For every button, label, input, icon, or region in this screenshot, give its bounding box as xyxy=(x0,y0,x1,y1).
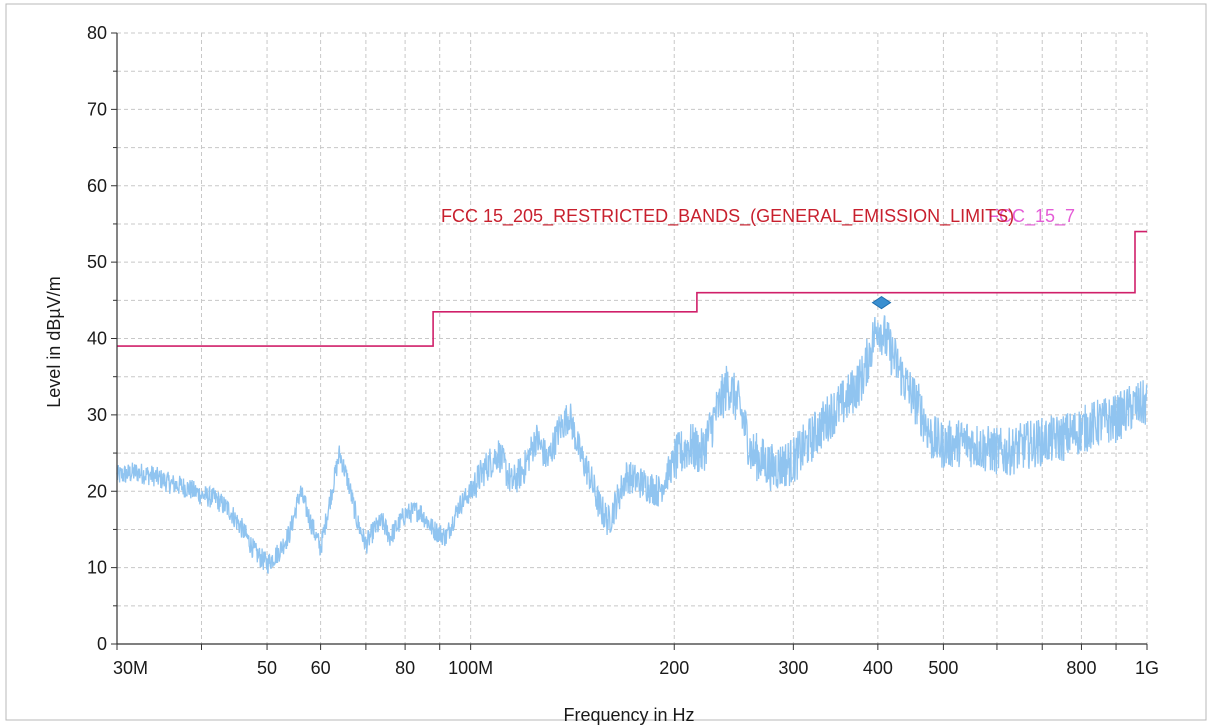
limit-layer xyxy=(117,230,1147,347)
y-axis-title: Level in dBµV/m xyxy=(44,276,64,407)
x-tick-label: 300 xyxy=(778,658,808,678)
x-tick-label: 60 xyxy=(311,658,331,678)
y-tick-label: 30 xyxy=(87,405,107,425)
chart-frame xyxy=(5,3,1207,721)
y-tick-label: 50 xyxy=(87,252,107,272)
limit-label-overlap: FCC_15_7 xyxy=(988,206,1075,227)
grid-lines xyxy=(116,32,1148,644)
y-tick-label: 0 xyxy=(97,634,107,654)
y-tick-label: 40 xyxy=(87,329,107,349)
emission-trace xyxy=(116,314,1148,574)
y-tick-label: 70 xyxy=(87,99,107,119)
ticks: 0 10 20 30 40 50 60 70 80 30M 50 60 80 100M 200 300 400 5… xyxy=(87,23,1159,678)
y-tick-label: 10 xyxy=(87,558,107,578)
x-tick-label: 200 xyxy=(659,658,689,678)
x-tick-label: 30M xyxy=(113,658,148,678)
limit-line xyxy=(117,230,1147,347)
x-tick-label: 50 xyxy=(257,658,277,678)
peak-marker xyxy=(871,296,892,310)
x-tick-label: 100M xyxy=(448,658,493,678)
x-tick-label: 80 xyxy=(395,658,415,678)
series-layer xyxy=(116,314,1148,574)
y-tick-label: 80 xyxy=(87,23,107,43)
x-axis-title: Frequency in Hz xyxy=(563,705,694,725)
x-tick-label: 800 xyxy=(1066,658,1096,678)
x-tick-label: 500 xyxy=(928,658,958,678)
y-tick-label: 60 xyxy=(87,176,107,196)
y-tick-label: 20 xyxy=(87,481,107,501)
x-tick-label: 400 xyxy=(863,658,893,678)
axes xyxy=(111,32,1148,650)
x-tick-label: 1G xyxy=(1135,658,1159,678)
limit-label: FCC 15_205_RESTRICTED_BANDS_(GENERAL_EMI… xyxy=(441,206,1014,227)
